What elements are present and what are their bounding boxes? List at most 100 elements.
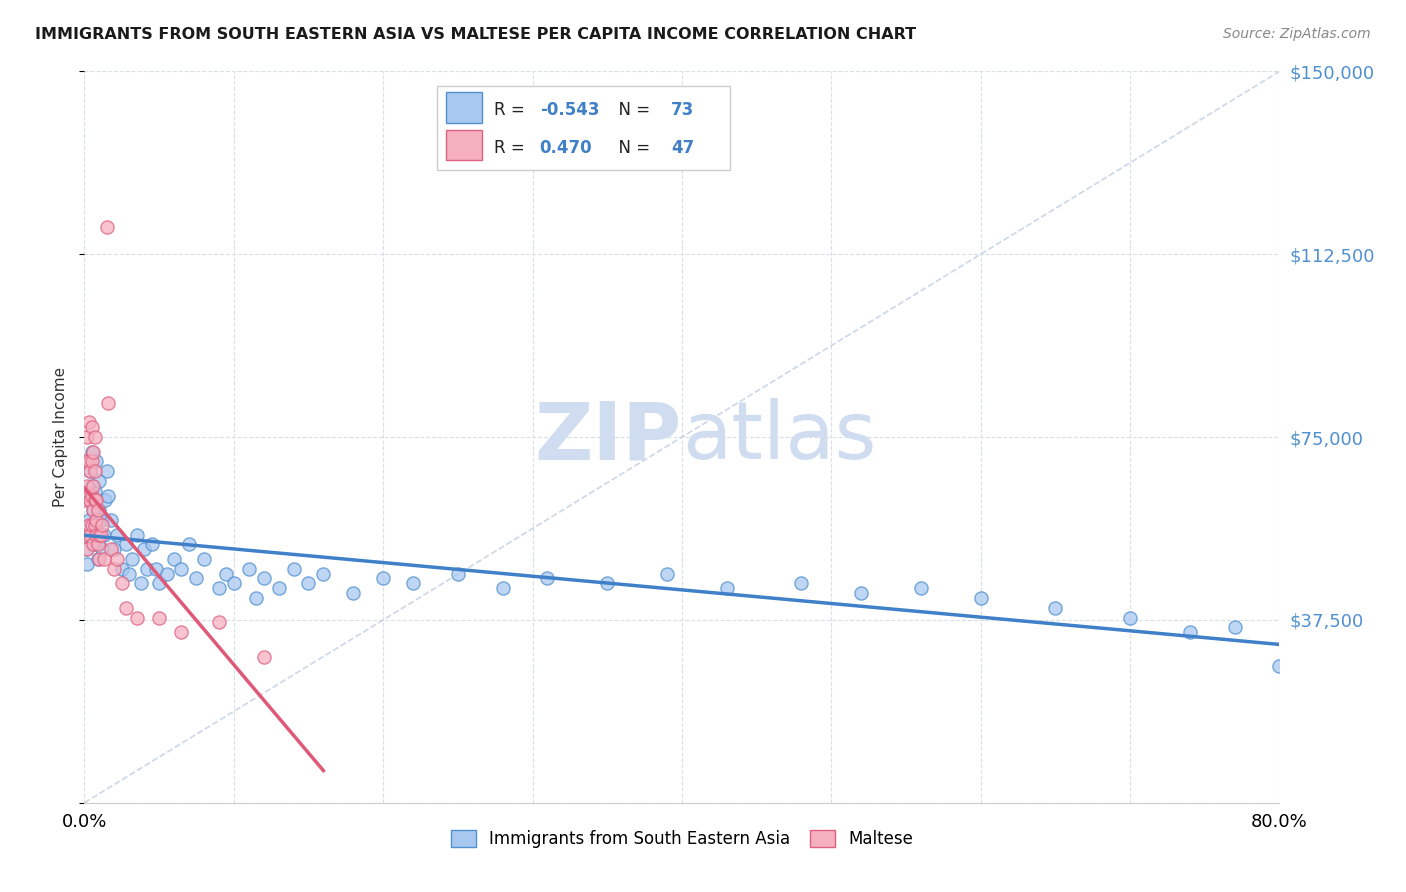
FancyBboxPatch shape: [437, 86, 730, 170]
Point: [86, 493, 108, 508]
Point: [77, 513, 100, 527]
Point: [148, 576, 170, 591]
Point: [76, 557, 98, 571]
Point: [77, 517, 100, 532]
Text: Source: ZipAtlas.com: Source: ZipAtlas.com: [1223, 27, 1371, 41]
Point: [105, 552, 128, 566]
Text: R =: R =: [495, 101, 530, 120]
Point: [267, 581, 290, 595]
Text: 47: 47: [671, 139, 695, 157]
Point: [297, 576, 319, 591]
Point: [79, 527, 101, 541]
Point: [77, 416, 100, 430]
Point: [96, 220, 118, 235]
Point: [208, 615, 231, 630]
Point: [86, 513, 108, 527]
Point: [89, 503, 111, 517]
Point: [93, 552, 115, 566]
Point: [1119, 610, 1142, 624]
Point: [89, 552, 111, 566]
Point: [910, 581, 932, 595]
Point: [596, 576, 619, 591]
Point: [82, 479, 104, 493]
Point: [79, 527, 101, 541]
Point: [132, 542, 156, 557]
Point: [447, 566, 470, 581]
Point: [91, 542, 114, 557]
Point: [851, 586, 873, 600]
Point: [111, 562, 134, 576]
Point: [97, 489, 120, 503]
Point: [283, 562, 305, 576]
Point: [103, 542, 125, 557]
Point: [87, 503, 110, 517]
Point: [79, 464, 101, 478]
Point: [82, 517, 104, 532]
Text: N =: N =: [607, 139, 655, 157]
Point: [1045, 600, 1067, 615]
Point: [125, 527, 148, 541]
Point: [89, 474, 111, 488]
Bar: [447, 92, 482, 122]
Point: [253, 572, 276, 586]
Point: [170, 625, 193, 640]
Point: [163, 552, 186, 566]
Point: [75, 454, 97, 468]
Point: [1223, 620, 1246, 634]
Text: N =: N =: [607, 101, 655, 120]
Bar: [447, 129, 482, 161]
Point: [222, 576, 245, 591]
Point: [89, 527, 111, 541]
Point: [118, 566, 141, 581]
Point: [208, 581, 231, 595]
Point: [76, 479, 98, 493]
Text: atlas: atlas: [682, 398, 876, 476]
Point: [96, 464, 118, 478]
Point: [655, 566, 678, 581]
Point: [970, 591, 993, 605]
Point: [83, 464, 105, 478]
Point: [75, 493, 97, 508]
Point: [77, 489, 100, 503]
Point: [80, 444, 103, 458]
Point: [1268, 659, 1291, 673]
Point: [76, 430, 98, 444]
Point: [93, 527, 115, 541]
Point: [91, 517, 114, 532]
Point: [790, 576, 813, 591]
Point: [115, 600, 138, 615]
Point: [75, 542, 97, 557]
Point: [76, 542, 98, 557]
Point: [87, 537, 110, 551]
Point: [129, 576, 152, 591]
Text: 73: 73: [671, 101, 695, 120]
Point: [79, 464, 101, 478]
Point: [170, 562, 193, 576]
Point: [145, 562, 167, 576]
Point: [80, 454, 103, 468]
Point: [100, 542, 122, 557]
Point: [215, 566, 238, 581]
Point: [186, 572, 208, 586]
Text: -0.543: -0.543: [540, 101, 599, 120]
Point: [111, 576, 134, 591]
Point: [77, 493, 100, 508]
Point: [94, 493, 117, 508]
Point: [76, 523, 98, 537]
Point: [193, 552, 215, 566]
Point: [83, 537, 105, 551]
Point: [90, 527, 112, 541]
Point: [238, 562, 260, 576]
Point: [97, 396, 120, 410]
Point: [1178, 625, 1201, 640]
Point: [253, 649, 276, 664]
Point: [177, 537, 200, 551]
Point: [80, 479, 103, 493]
Point: [82, 537, 104, 551]
Point: [86, 527, 108, 541]
Point: [90, 513, 112, 527]
Point: [82, 444, 104, 458]
Point: [79, 493, 101, 508]
Point: [121, 552, 143, 566]
Point: [373, 572, 395, 586]
